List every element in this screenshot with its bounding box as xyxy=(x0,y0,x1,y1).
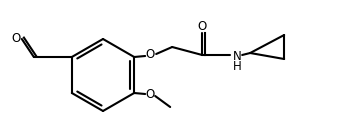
Text: O: O xyxy=(146,48,155,62)
Text: O: O xyxy=(198,21,207,34)
Text: O: O xyxy=(146,88,155,102)
Text: N: N xyxy=(233,51,242,63)
Text: H: H xyxy=(233,60,242,74)
Text: O: O xyxy=(11,31,20,44)
